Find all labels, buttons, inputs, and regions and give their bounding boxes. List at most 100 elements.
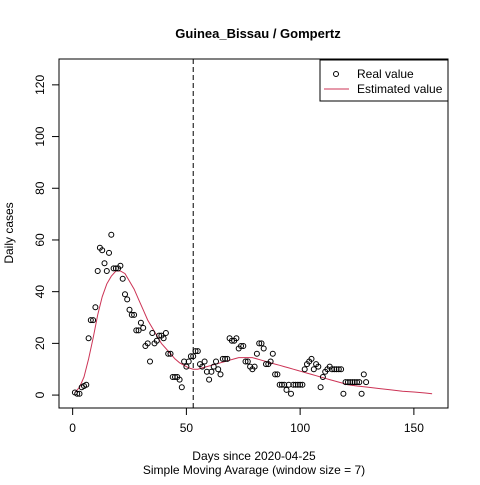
y-axis: 0 20 40 60 80 100 120 — [33, 75, 60, 398]
data-point — [278, 381, 285, 388]
data-point — [90, 317, 97, 324]
data-point — [356, 379, 363, 386]
data-point — [122, 291, 128, 298]
y-tick-label: 60 — [33, 233, 47, 247]
data-point — [133, 327, 140, 334]
data-point — [274, 371, 281, 378]
data-point — [185, 358, 192, 365]
data-point — [128, 311, 135, 318]
data-point — [354, 379, 360, 386]
data-point — [238, 343, 244, 349]
data-point — [108, 231, 115, 238]
data-point — [135, 327, 142, 334]
data-point — [76, 390, 83, 397]
data-point — [228, 337, 235, 344]
data-point — [217, 371, 224, 378]
data-point — [119, 275, 126, 282]
data-point — [267, 358, 274, 365]
data-point — [156, 332, 163, 339]
y-tick-label: 80 — [33, 181, 47, 195]
data-point — [272, 371, 279, 378]
data-point — [94, 268, 101, 274]
data-point — [183, 363, 190, 370]
data-point — [167, 350, 174, 357]
data-point — [208, 368, 215, 375]
legend-marker-real — [333, 71, 339, 77]
data-point — [126, 306, 133, 313]
x-axis-label: Days since 2020-04-25 — [192, 449, 316, 463]
legend-label-real: Real value — [357, 67, 414, 81]
data-point — [149, 330, 156, 336]
data-point — [176, 376, 183, 383]
data-point — [162, 330, 169, 336]
data-point — [87, 317, 94, 324]
data-point — [103, 268, 110, 274]
data-point — [308, 355, 315, 362]
data-point — [210, 363, 217, 370]
data-point — [297, 381, 304, 388]
legend: Real value Estimated value — [319, 59, 449, 102]
data-point — [106, 249, 112, 256]
data-point — [242, 358, 249, 365]
data-point — [199, 363, 206, 370]
data-point — [301, 366, 308, 373]
data-point — [360, 371, 367, 378]
y-axis-label: Daily cases — [2, 202, 16, 263]
data-point — [187, 353, 194, 360]
data-point — [144, 340, 151, 347]
x-tick-label: 50 — [180, 421, 194, 435]
data-point — [258, 340, 265, 347]
data-point — [83, 381, 90, 388]
data-point — [99, 247, 106, 254]
data-point — [263, 361, 269, 368]
data-point — [213, 358, 219, 365]
data-point — [299, 381, 306, 388]
y-tick-label: 20 — [33, 336, 47, 350]
x-tick-label: 100 — [290, 421, 310, 435]
data-point — [310, 366, 317, 373]
legend-box — [319, 59, 449, 102]
data-point — [340, 390, 347, 397]
data-point — [124, 296, 131, 303]
data-point — [260, 345, 267, 352]
data-point — [206, 376, 213, 383]
legend-label-estimated: Estimated value — [357, 82, 443, 96]
data-point — [165, 350, 172, 357]
data-point — [172, 374, 178, 380]
data-point — [256, 340, 263, 347]
data-point — [358, 390, 365, 397]
x-axis: 0 50 100 150 — [69, 407, 424, 435]
data-point — [288, 390, 294, 397]
real-series-layer — [71, 231, 370, 397]
data-point — [137, 319, 144, 326]
data-point — [190, 353, 197, 360]
data-point — [319, 374, 326, 380]
data-point — [74, 390, 81, 397]
y-tick-label: 0 — [33, 391, 47, 398]
data-point — [117, 262, 124, 269]
data-point — [317, 384, 324, 391]
data-point — [222, 355, 229, 362]
data-point — [335, 366, 342, 373]
y-tick-label: 40 — [33, 285, 47, 299]
chart-title: Guinea_Bissau / Gompertz — [175, 26, 341, 41]
data-point — [251, 363, 258, 370]
data-point — [338, 366, 345, 373]
x-tick-label: 150 — [404, 421, 424, 435]
data-point — [240, 343, 247, 349]
data-point — [192, 348, 199, 355]
data-point — [160, 335, 167, 342]
data-point — [201, 358, 208, 365]
data-point — [269, 350, 276, 357]
data-point — [363, 379, 370, 386]
data-point — [215, 366, 222, 373]
data-point — [244, 358, 251, 365]
data-point — [194, 348, 201, 355]
data-point — [283, 386, 290, 393]
data-point — [131, 311, 138, 318]
data-point — [224, 355, 231, 362]
y-tick-label: 120 — [33, 75, 47, 95]
data-point — [112, 265, 119, 272]
x-tick-label: 0 — [69, 421, 76, 435]
